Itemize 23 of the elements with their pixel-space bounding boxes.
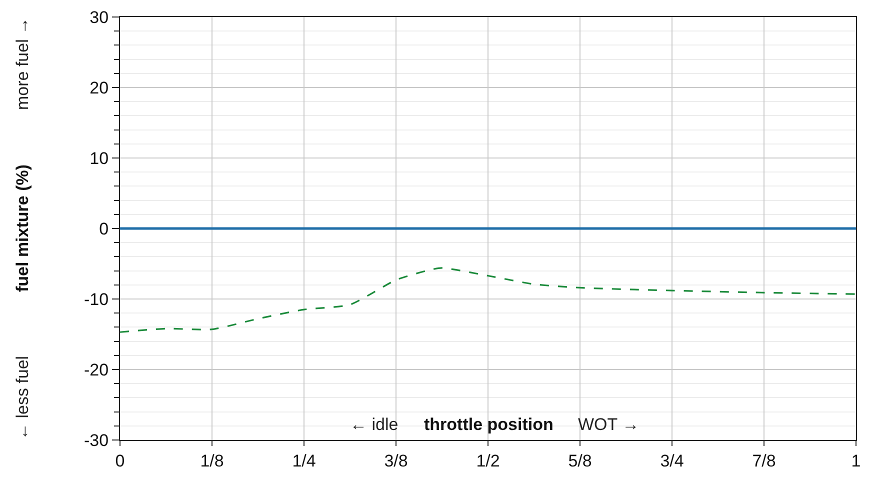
- annotation: WOT →: [578, 415, 640, 434]
- annotation: ← idle: [350, 415, 398, 434]
- y-tick-label: 30: [90, 8, 109, 27]
- text: more fuel →: [13, 17, 32, 110]
- x-tick-label: 1/2: [476, 451, 500, 470]
- y-tick-label: 20: [90, 78, 109, 98]
- line-series: [120, 267, 856, 333]
- x-tick-label: 5/8: [568, 451, 592, 470]
- y-tick-label: -20: [84, 360, 109, 380]
- x-tick-label: 7/8: [752, 451, 776, 470]
- y-tick-label: 0: [99, 219, 109, 238]
- x-tick-label: 1/8: [200, 451, 224, 470]
- x-axis-title: throttle position: [424, 415, 554, 434]
- y-tick-label: -10: [84, 290, 109, 309]
- x-tick-label: 3/8: [384, 451, 408, 470]
- y-axis-title: fuel mixture (%): [13, 164, 32, 292]
- x-tick-label: 0: [115, 451, 125, 470]
- y-tick-label: 10: [90, 148, 109, 168]
- x-tick-label: 3/4: [660, 451, 684, 470]
- x-tick-label: 1: [851, 451, 861, 470]
- text: ← less fuel: [13, 356, 32, 440]
- y-tick-label: -30: [84, 430, 109, 450]
- x-tick-label: 1/4: [292, 451, 316, 470]
